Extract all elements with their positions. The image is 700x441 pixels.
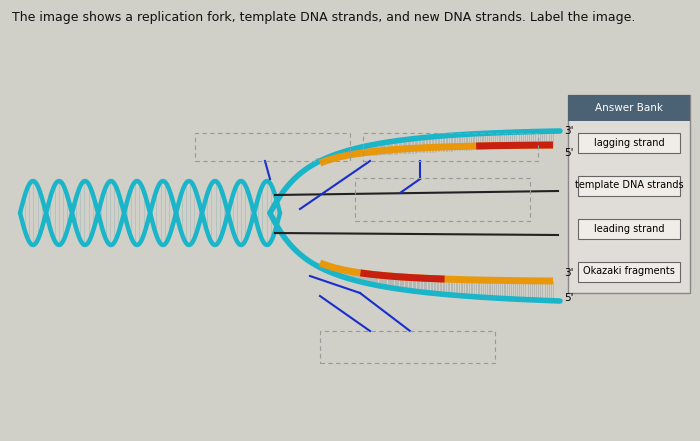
FancyBboxPatch shape (568, 95, 690, 293)
FancyBboxPatch shape (578, 132, 680, 153)
Text: leading strand: leading strand (594, 224, 664, 233)
FancyBboxPatch shape (568, 95, 690, 121)
Text: Answer Bank: Answer Bank (595, 103, 663, 113)
Text: lagging strand: lagging strand (594, 138, 664, 147)
Text: The image shows a replication fork, template DNA strands, and new DNA strands. L: The image shows a replication fork, temp… (12, 11, 636, 24)
Text: 5': 5' (564, 293, 573, 303)
FancyBboxPatch shape (578, 218, 680, 239)
Text: 3': 3' (564, 268, 573, 278)
Text: 5': 5' (564, 148, 573, 158)
FancyBboxPatch shape (578, 176, 680, 195)
Text: Okazaki fragments: Okazaki fragments (583, 266, 675, 277)
Text: 3': 3' (564, 126, 573, 136)
FancyBboxPatch shape (578, 262, 680, 281)
Text: template DNA strands: template DNA strands (575, 180, 683, 191)
